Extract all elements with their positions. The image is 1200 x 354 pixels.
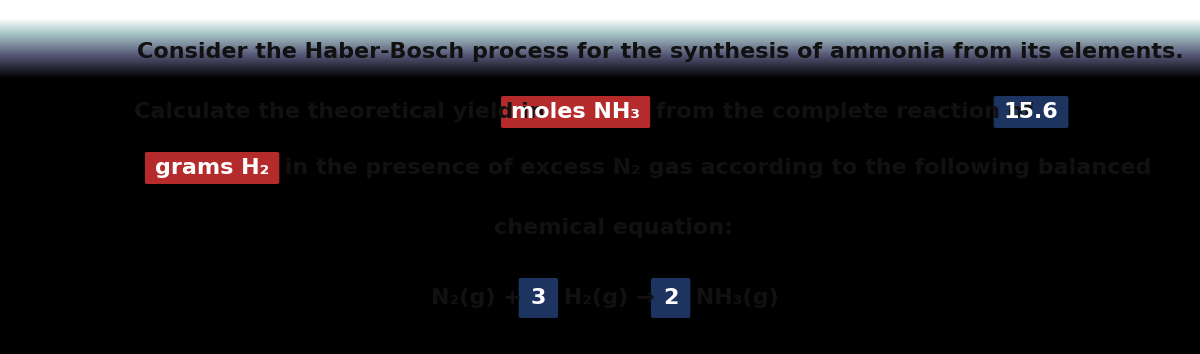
FancyBboxPatch shape (994, 96, 1068, 128)
Text: H₂(g) →: H₂(g) → (556, 288, 662, 308)
Text: Consider the Haber-Bosch process for the synthesis of ammonia from its elements.: Consider the Haber-Bosch process for the… (137, 42, 1184, 62)
Text: in the presence of excess N₂ gas according to the following balanced: in the presence of excess N₂ gas accordi… (277, 158, 1152, 178)
Text: Calculate the theoretical yield in: Calculate the theoretical yield in (133, 102, 552, 122)
Text: 2: 2 (662, 288, 678, 308)
FancyBboxPatch shape (518, 278, 558, 318)
FancyBboxPatch shape (502, 96, 650, 128)
Text: grams H₂: grams H₂ (155, 158, 269, 178)
Text: from the complete reaction of: from the complete reaction of (648, 102, 1040, 122)
Text: N₂(g) +: N₂(g) + (431, 288, 529, 308)
Text: 3: 3 (530, 288, 546, 308)
FancyBboxPatch shape (145, 152, 280, 184)
Text: moles NH₃: moles NH₃ (511, 102, 640, 122)
FancyBboxPatch shape (650, 278, 690, 318)
Text: NH₃(g): NH₃(g) (689, 288, 779, 308)
Text: 15.6: 15.6 (1003, 102, 1058, 122)
Text: chemical equation:: chemical equation: (493, 218, 732, 238)
